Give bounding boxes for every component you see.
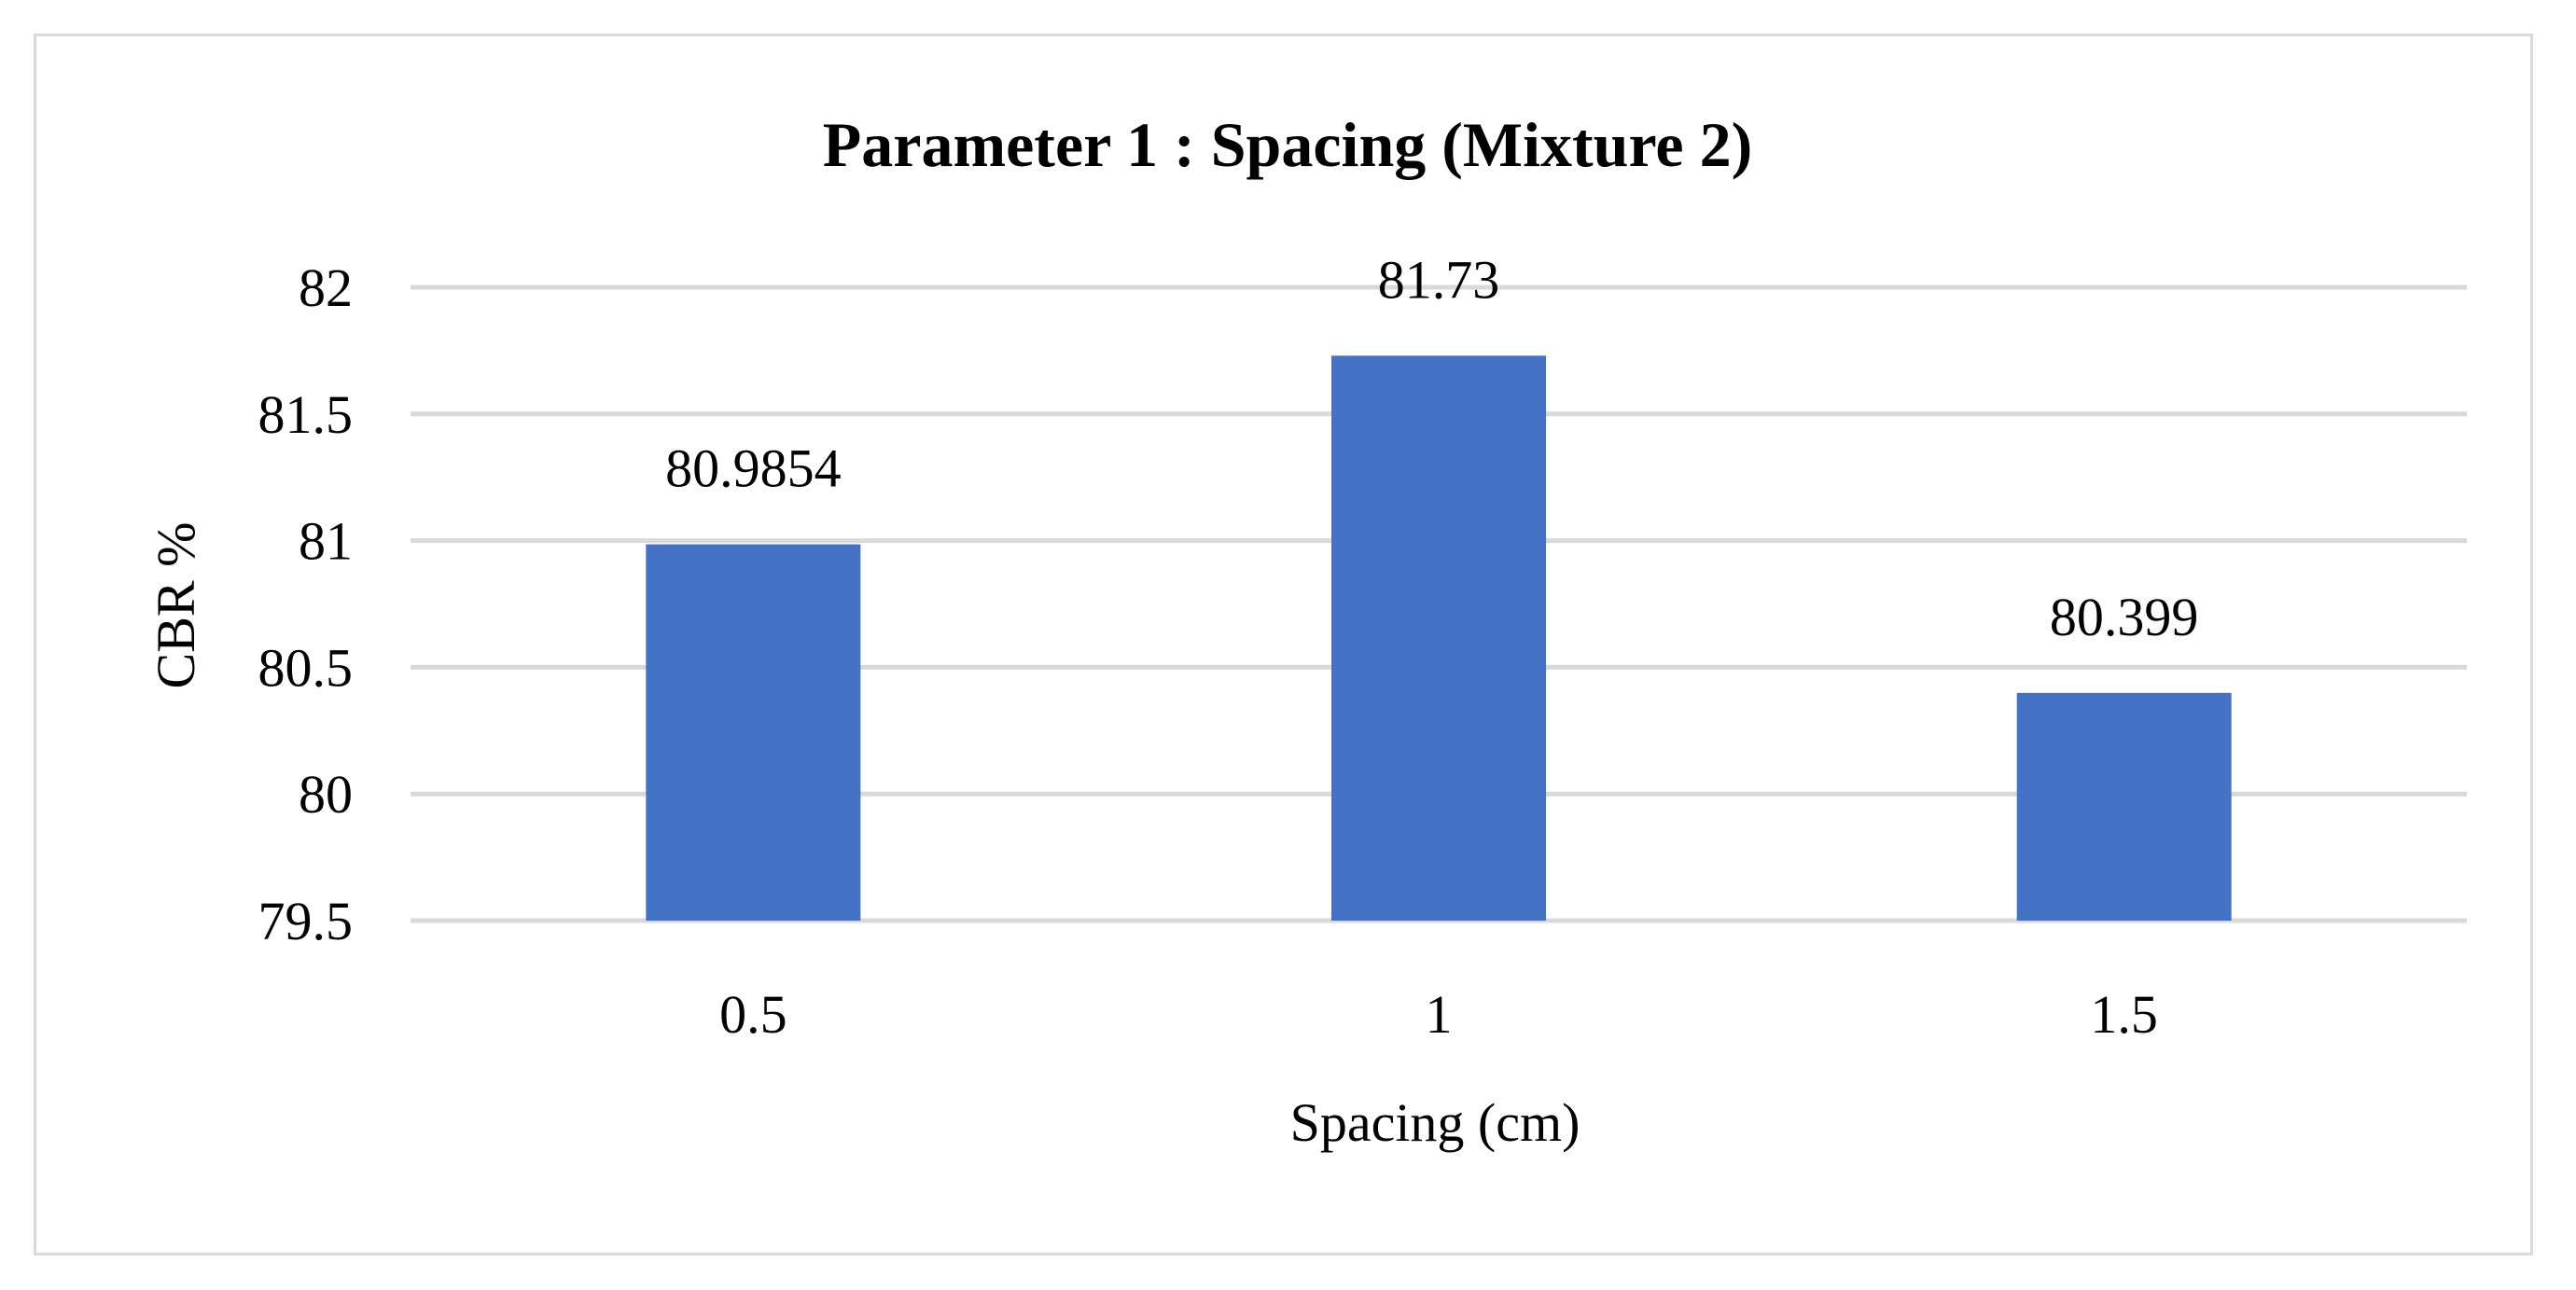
bar — [1331, 355, 1546, 921]
y-tick-label: 80 — [299, 764, 353, 825]
bar — [2016, 692, 2232, 921]
x-axis-ticks: 0.5 1 1.5 — [719, 984, 2158, 1045]
chart-title: Parameter 1 : Spacing (Mixture 2) — [823, 109, 1752, 180]
x-tick-label: 1.5 — [2090, 984, 2158, 1045]
y-tick-label: 81 — [299, 511, 353, 572]
y-tick-label: 80.5 — [258, 637, 354, 698]
x-tick-label: 1 — [1426, 984, 1453, 1045]
x-axis-title: Spacing (cm) — [1290, 1092, 1580, 1153]
data-label: 80.399 — [2050, 587, 2199, 647]
bar — [646, 544, 861, 921]
y-axis-title: CBR % — [146, 522, 206, 689]
bars — [646, 355, 2232, 921]
data-label: 80.9854 — [665, 438, 842, 499]
data-label: 81.73 — [1378, 249, 1500, 310]
chart-frame — [34, 34, 2533, 1255]
y-tick-label: 82 — [299, 257, 353, 318]
y-tick-label: 81.5 — [258, 384, 354, 445]
y-tick-label: 79.5 — [258, 891, 354, 951]
y-axis-ticks: 79.5 80 80.5 81 81.5 82 — [258, 257, 354, 951]
x-tick-label: 0.5 — [719, 984, 787, 1045]
data-labels: 80.9854 81.73 80.399 — [665, 249, 2198, 646]
